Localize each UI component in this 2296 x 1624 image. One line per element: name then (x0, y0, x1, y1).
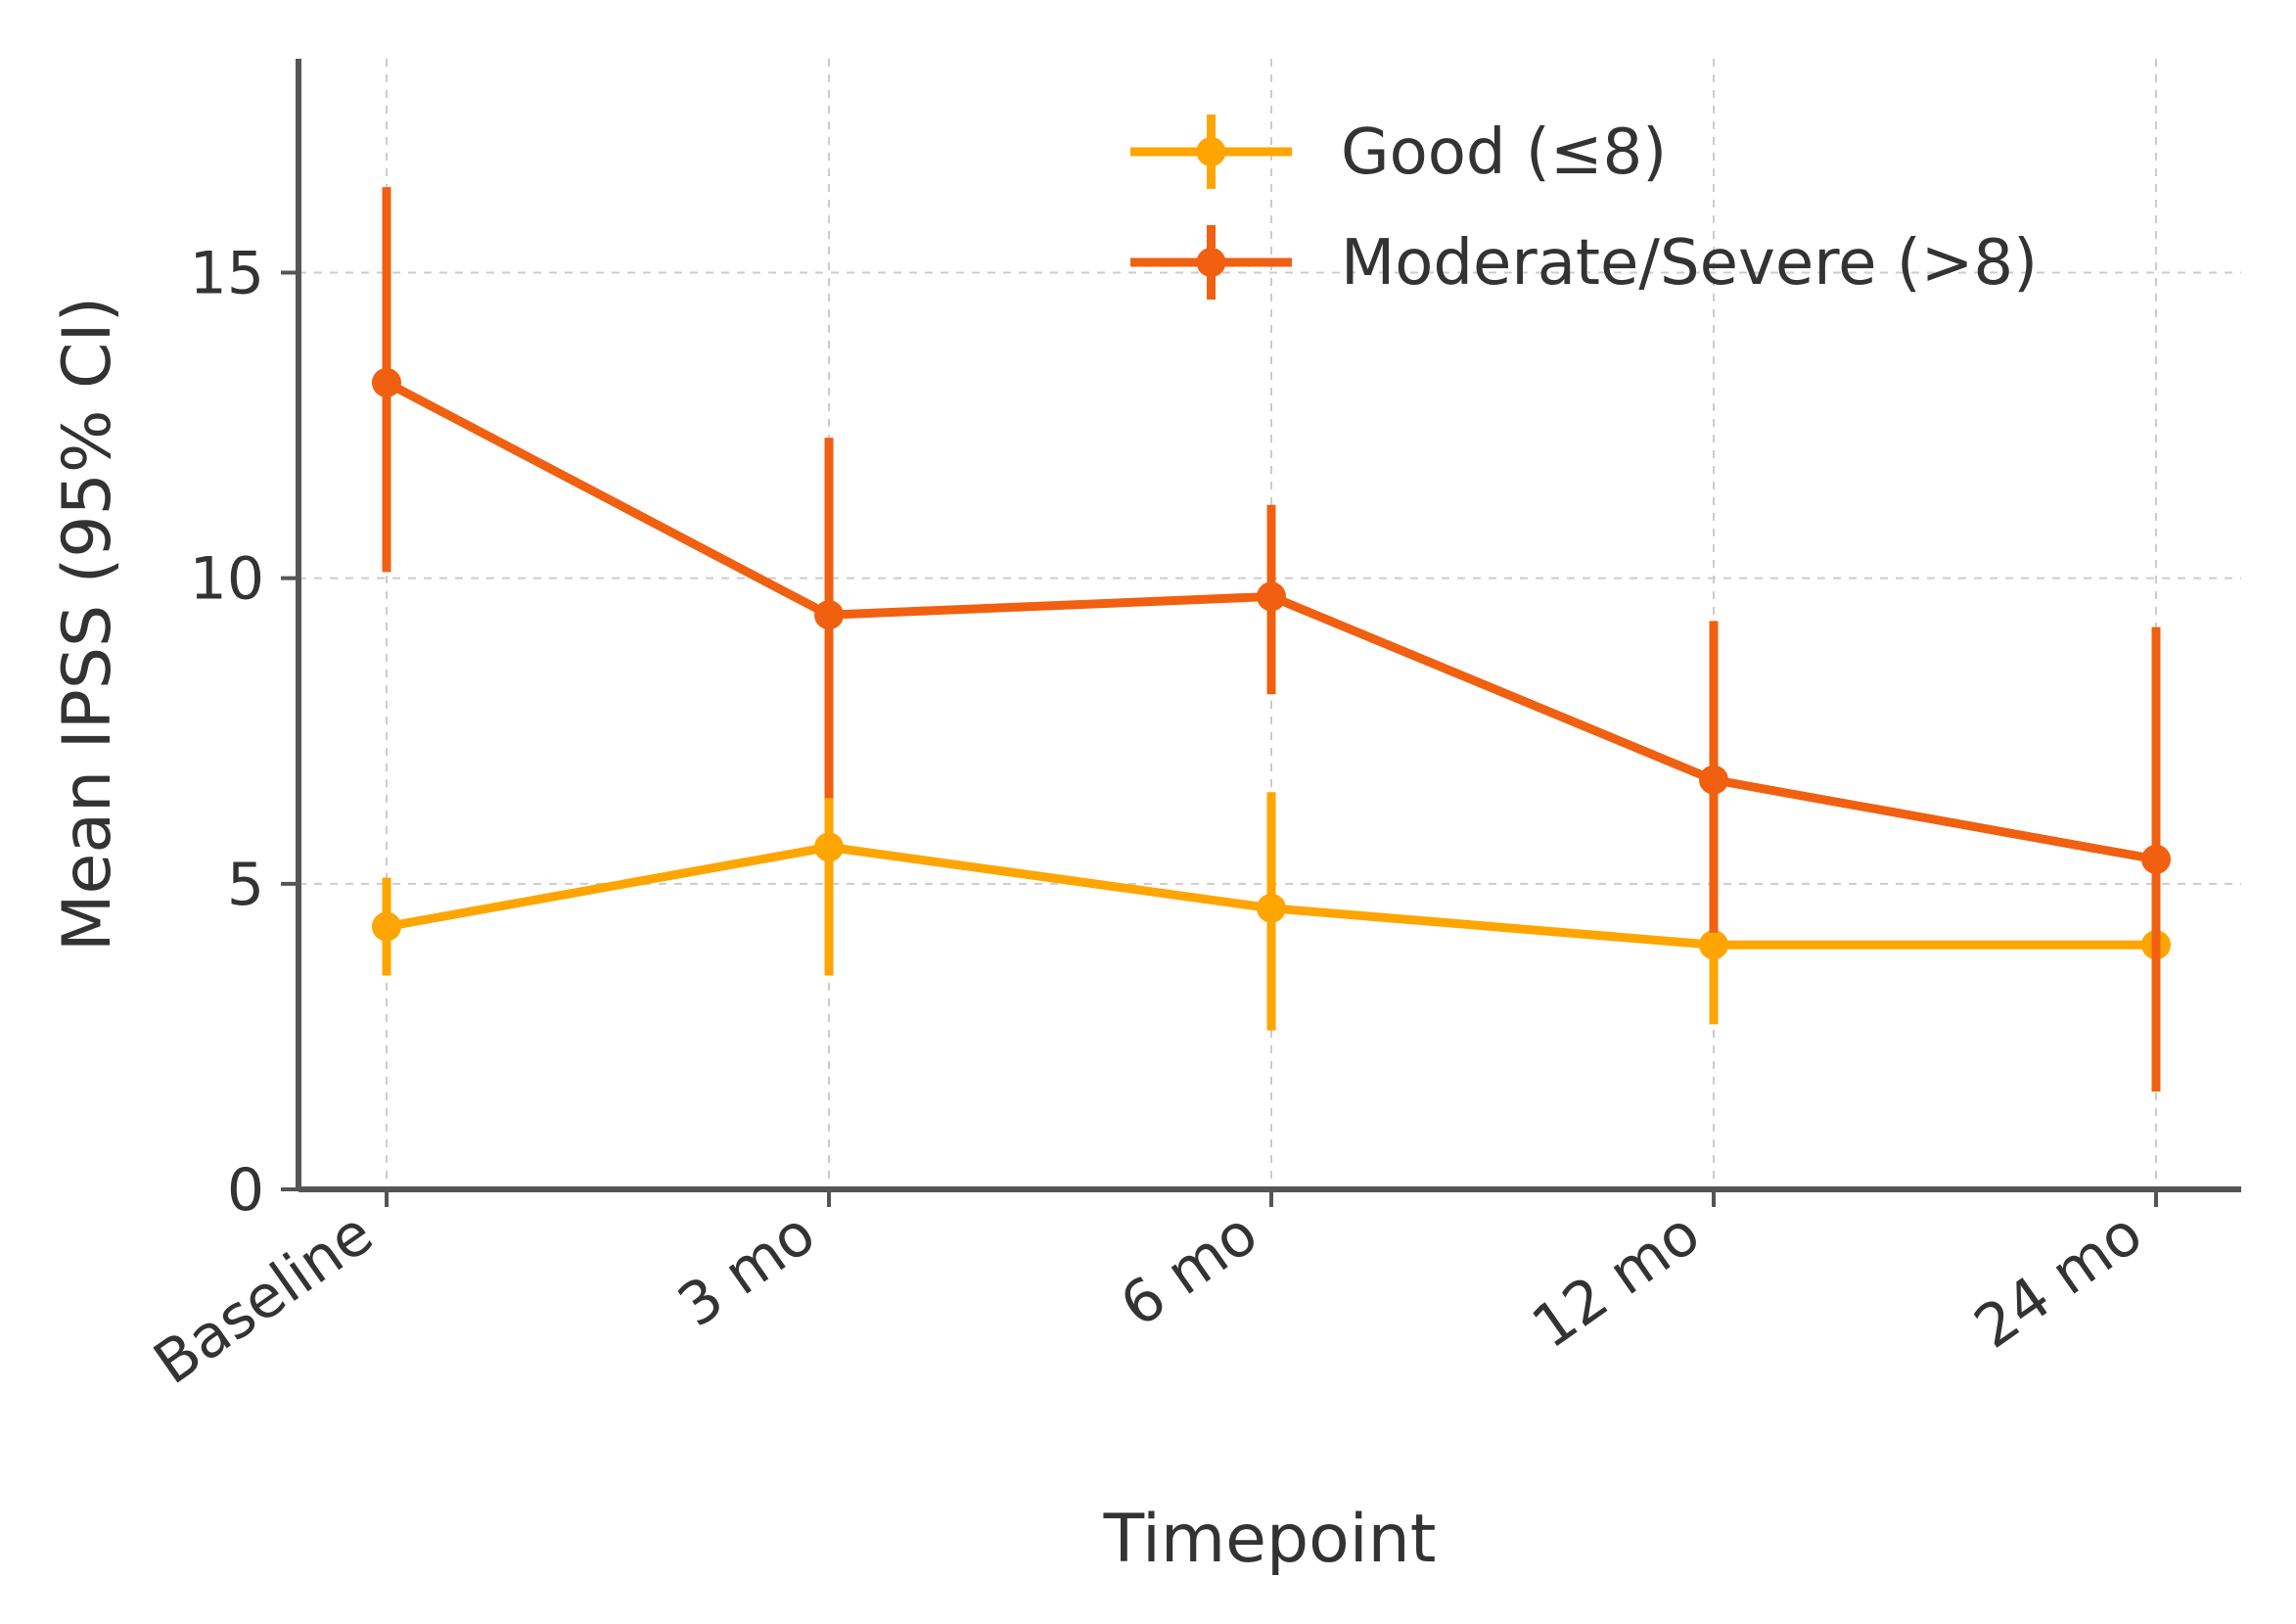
series-1 (372, 187, 2171, 1092)
legend-item: Good (≤8) (1130, 115, 1667, 189)
x-tick-label: 24 mo (1962, 1199, 2154, 1363)
axes (281, 59, 2241, 1207)
x-axis-title: Timepoint (1103, 1501, 1437, 1578)
data-point (814, 600, 844, 630)
x-tick-label: Baseline (142, 1199, 386, 1398)
data-point (1699, 765, 1728, 795)
y-tick-label: 5 (227, 851, 264, 919)
legend: Good (≤8) Moderate/Severe (>8) (1130, 115, 2038, 300)
legend-item: Moderate/Severe (>8) (1130, 225, 2038, 300)
data-point (1257, 581, 1286, 612)
y-axis-title: Mean IPSS (95% CI) (49, 297, 126, 951)
data-point (1257, 893, 1286, 923)
y-tick-label: 10 (190, 545, 264, 614)
x-tick-label: 6 mo (1109, 1199, 1270, 1341)
data-point (372, 911, 401, 942)
data-point (372, 367, 401, 397)
x-tick-label: 12 mo (1520, 1199, 1712, 1363)
series-0 (372, 792, 2171, 1031)
series-layer (372, 187, 2171, 1092)
legend-swatch-marker (1196, 248, 1226, 277)
data-point (2141, 844, 2171, 874)
legend-label: Good (≤8) (1341, 116, 1667, 189)
legend-label: Moderate/Severe (>8) (1341, 227, 2038, 300)
x-tick-label: 3 mo (666, 1199, 828, 1341)
y-tick-label: 15 (190, 240, 264, 308)
data-point (1699, 930, 1728, 960)
legend-swatch-marker (1196, 137, 1226, 166)
data-point (814, 832, 844, 862)
y-tick-label: 0 (227, 1156, 264, 1225)
